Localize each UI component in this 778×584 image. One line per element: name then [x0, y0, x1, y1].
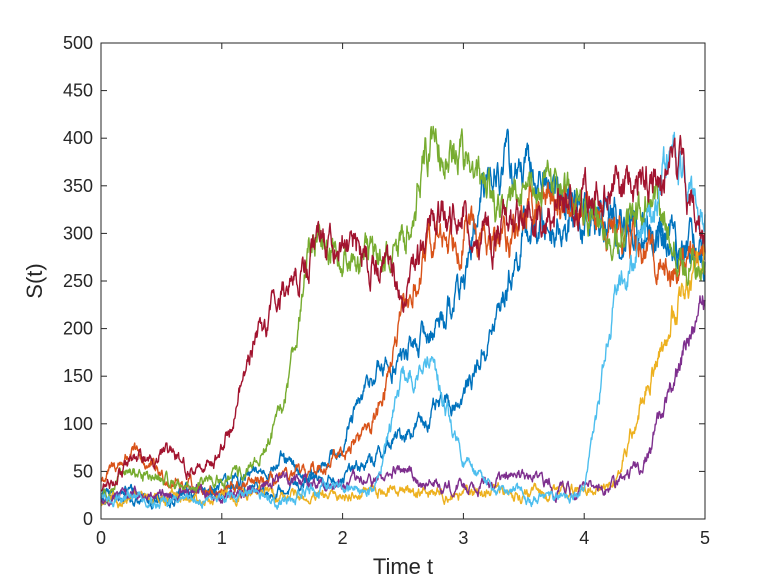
y-tick-label: 100: [63, 414, 93, 434]
series-line-8: [100, 134, 706, 492]
y-tick-label: 350: [63, 176, 93, 196]
x-axis-title: Time t: [373, 554, 433, 579]
series-line-6: [100, 125, 706, 503]
series-layer: [100, 125, 706, 510]
x-tick-label: 0: [96, 528, 106, 548]
x-axis: 0 1 2 3 4 5: [96, 43, 710, 548]
y-axis-title: S(t): [22, 263, 47, 298]
y-tick-label: 300: [63, 223, 93, 243]
series-line-5: [100, 295, 706, 507]
y-tick-label: 50: [73, 461, 93, 481]
series-line-7: [100, 131, 706, 510]
y-tick-label: 150: [63, 366, 93, 386]
y-tick-label: 450: [63, 81, 93, 101]
x-tick-label: 1: [217, 528, 227, 548]
y-tick-label: 200: [63, 319, 93, 339]
y-tick-label: 250: [63, 271, 93, 291]
y-tick-label: 0: [83, 509, 93, 529]
x-tick-label: 2: [338, 528, 348, 548]
series-line-4: [100, 233, 706, 509]
y-tick-label: 400: [63, 128, 93, 148]
x-tick-label: 3: [458, 528, 468, 548]
x-tick-label: 4: [579, 528, 589, 548]
y-axis: 0 50 100 150 200 250 300 350 400 450 500: [63, 33, 705, 529]
y-tick-label: 500: [63, 33, 93, 53]
series-line-3: [100, 179, 706, 497]
x-tick-label: 5: [700, 528, 710, 548]
